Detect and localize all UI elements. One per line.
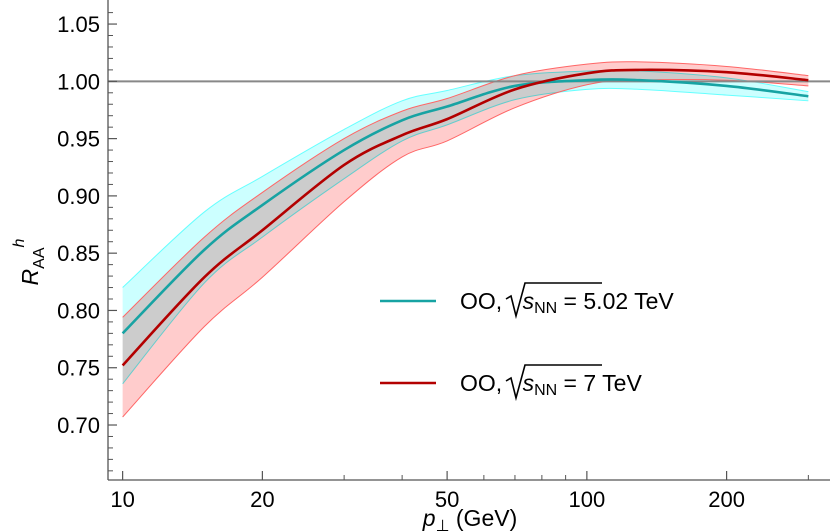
legend-label-7tev: OO, sNN = 7 TeV bbox=[460, 370, 642, 399]
y-axis-label: RAAh bbox=[11, 238, 48, 285]
y-tick-label: 0.75 bbox=[57, 356, 100, 381]
y-tick-label: 1.05 bbox=[57, 12, 100, 37]
legend: OO, sNN = 5.02 TeV OO, sNN = 7 TeV bbox=[380, 282, 674, 402]
y-tick-label: 0.80 bbox=[57, 298, 100, 323]
y-tick-label: 0.90 bbox=[57, 184, 100, 209]
series-line-0 bbox=[121, 78, 809, 335]
legend-entry-5tev: OO, sNN = 5.02 TeV bbox=[380, 282, 674, 320]
series-lines bbox=[121, 68, 809, 367]
x-tick-label: 50 bbox=[435, 487, 459, 512]
x-tick-label: 200 bbox=[708, 487, 745, 512]
x-tick-label: 100 bbox=[569, 487, 606, 512]
band-lower-edge-1 bbox=[122, 79, 809, 418]
y-tick-label: 0.70 bbox=[57, 413, 100, 438]
y-tick-label: 0.85 bbox=[57, 241, 100, 266]
x-tick-label: 10 bbox=[110, 487, 134, 512]
uncertainty-band-1 bbox=[122, 61, 809, 417]
y-tick-label: 1.00 bbox=[57, 69, 100, 94]
sqrt-sign-icon bbox=[505, 364, 602, 402]
legend-entry-7tev: OO, sNN = 7 TeV bbox=[380, 364, 642, 402]
band-upper-edge-1 bbox=[122, 61, 809, 318]
uncertainty-bands bbox=[122, 61, 809, 418]
y-tick-label: 0.95 bbox=[57, 127, 100, 152]
legend-label-5tev: OO, sNN = 5.02 TeV bbox=[460, 288, 674, 317]
x-axis-label: p⊥ (GeV) bbox=[422, 505, 517, 532]
axes: 0.70 0.75 0.80 0.85 0.90 0.95 1.00 1.05 10 20 50 10… bbox=[57, 0, 830, 512]
sqrt-sign-icon bbox=[505, 282, 602, 320]
series-line-1 bbox=[121, 68, 809, 367]
x-tick-label: 20 bbox=[250, 487, 274, 512]
